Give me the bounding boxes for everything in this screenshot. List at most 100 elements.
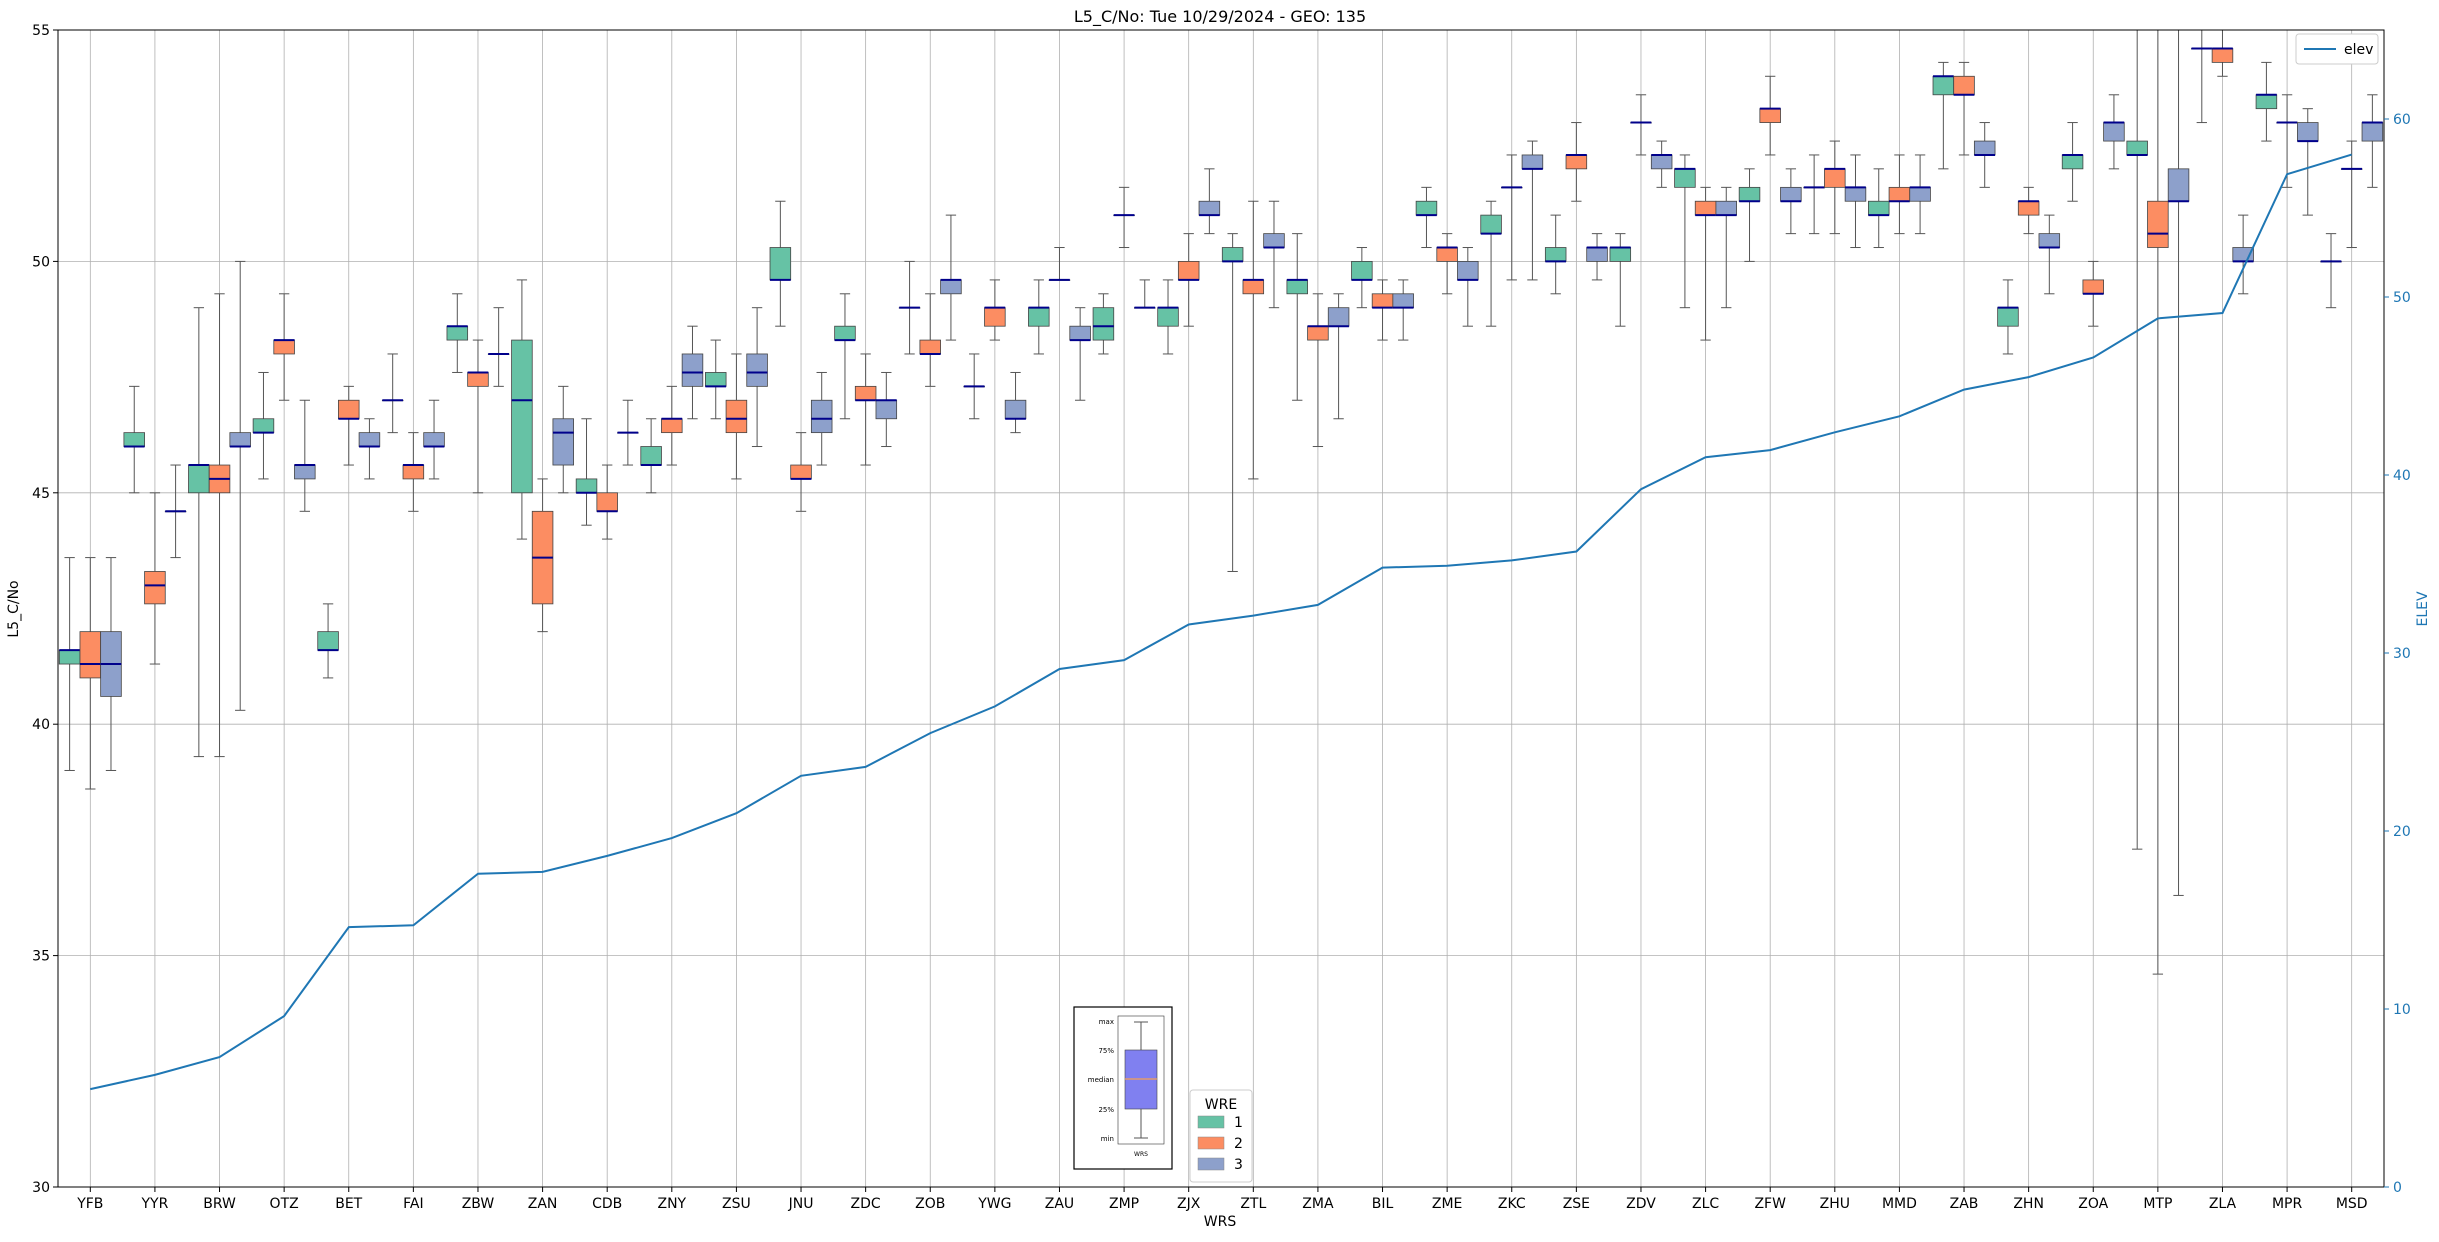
x-tick-label: ZAU [1045,1196,1074,1212]
x-tick-label: ZNY [657,1196,686,1212]
box [552,418,574,466]
box [446,325,469,341]
box [2297,122,2319,142]
plot-frame [57,29,2385,1188]
box [358,432,381,447]
box-series [58,29,2384,975]
box [1780,186,1802,202]
box [1868,200,1890,216]
box [1650,154,1673,170]
box [2167,168,2190,202]
box [511,339,533,494]
box [1953,75,1975,96]
wre-legend: WRE 1 2 3 [1189,1089,1253,1183]
box [681,353,704,387]
box [1327,307,1350,327]
box [2361,122,2384,142]
wre-legend-label: 3 [1234,1157,1243,1173]
box [1198,200,1221,216]
box [1004,399,1027,420]
series-1-boxes [58,29,2342,850]
axes: YFB YYR BRW OTZ BET FAI ZBW ZAN CDB ZNY ZSU JNU ZDC Z… [32,23,2411,1212]
box [1436,247,1458,262]
box [1242,279,1265,295]
box [467,372,489,387]
x-tick-label: ZHU [1820,1196,1850,1212]
y-tick-label: 40 [32,717,50,733]
box [188,464,210,494]
box [1824,168,1846,188]
box [769,247,792,281]
box [1932,75,1955,96]
box [1738,186,1761,202]
x-tick-label: ZKC [1498,1196,1526,1212]
elev-legend-label: elev [2344,42,2373,58]
box [1888,186,1911,202]
box [2211,48,2234,63]
box [144,571,166,605]
box [1069,325,1091,341]
y2-tick-label: 10 [2393,1002,2411,1018]
y-axis-label: L5_C/No [6,580,22,637]
box [1092,307,1115,341]
series-2-boxes [79,29,2363,975]
box [423,432,445,447]
elev-legend: elev [2295,33,2379,65]
box [810,399,833,434]
y-tick-label: 35 [32,949,50,965]
box [1565,154,1588,170]
box [79,631,102,679]
y2-tick-label: 0 [2393,1180,2402,1196]
box [1177,260,1200,281]
y-tick-label: 55 [32,23,50,39]
wre-legend-label: 1 [1234,1115,1243,1131]
box [1909,186,1931,202]
x-axis-label: WRS [1204,1214,1237,1230]
x-tick-label: ZHN [2013,1196,2044,1212]
y2-tick-label: 60 [2393,112,2411,128]
box [1544,247,1567,262]
y2-axis-label: ELEV [2415,591,2431,626]
box [1221,247,1244,262]
wre-legend-title: WRE [1205,1097,1237,1113]
box [1997,307,2019,327]
box [2082,279,2104,295]
box [725,399,748,434]
x-tick-label: ZMA [1302,1196,1334,1212]
box [317,631,339,651]
elev-series [90,153,2352,1091]
series-3-boxes [100,29,2384,896]
inset-label-max: max [1099,1018,1114,1026]
box [705,372,727,387]
x-tick-label: ZLA [2209,1196,2237,1212]
x-tick-label: MPR [2272,1196,2303,1212]
x-tick-label: ZFW [1754,1196,1786,1212]
box [1973,140,1996,156]
box [596,492,618,512]
x-tick-label: CDB [592,1196,622,1212]
box [2126,140,2148,156]
inset-label-min: min [1101,1135,1114,1143]
box [640,446,662,466]
inset-plot-area [1117,1015,1165,1145]
box [58,649,81,665]
elev-legend-frame [2295,33,2379,65]
wre-legend-items: 1 2 3 [1197,1115,1243,1173]
box-key-inset: max 75% median 25% min WRS [1073,1006,1173,1170]
x-tick-label: YFB [76,1196,103,1212]
box [1674,168,1696,188]
box [875,399,898,420]
wre-legend-swatch [1197,1157,1225,1171]
box [1157,307,1179,327]
box [2038,233,2061,248]
x-tick-label: ZTL [1240,1196,1266,1212]
y-tick-label: 45 [32,486,50,502]
inset-x-label: WRS [1134,1151,1148,1158]
box [1609,247,1632,262]
box [1371,293,1394,309]
box [2017,200,2040,216]
x-tick-label: ZSE [1563,1196,1590,1212]
box [984,307,1006,327]
inset-frame [1073,1006,1173,1170]
